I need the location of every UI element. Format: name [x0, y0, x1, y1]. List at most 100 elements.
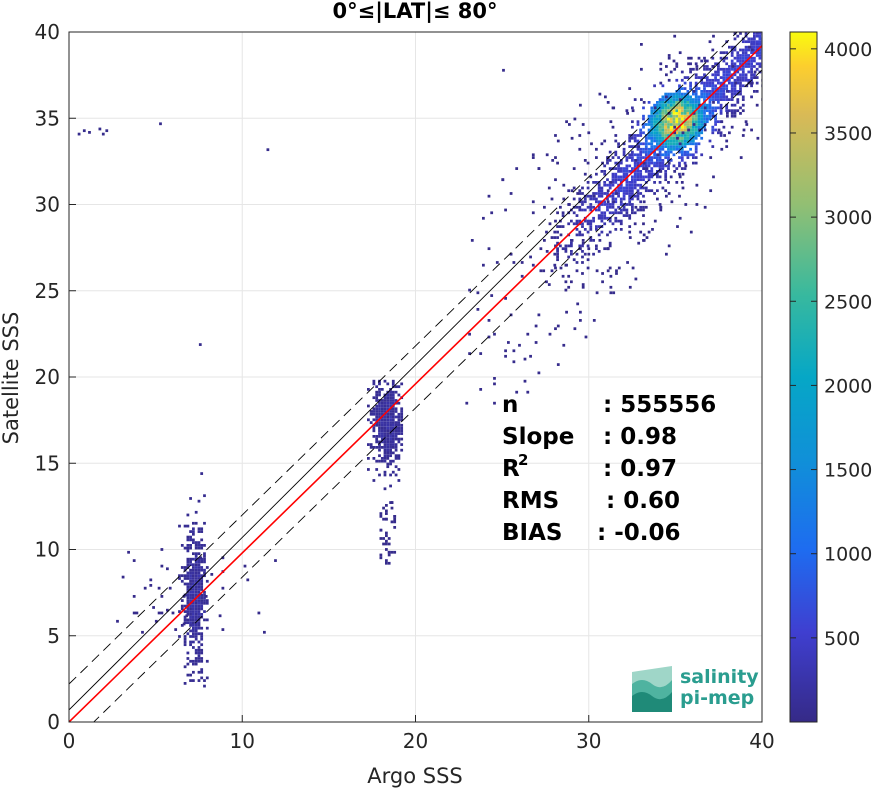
density-cell — [380, 459, 384, 463]
density-cell — [565, 120, 568, 124]
density-cell — [741, 67, 745, 71]
density-cell — [728, 109, 731, 113]
density-cell — [636, 189, 640, 193]
density-cell — [628, 156, 632, 159]
density-cell — [378, 421, 381, 424]
density-cell — [647, 156, 651, 159]
density-cell — [653, 103, 656, 107]
density-cell — [603, 172, 607, 176]
density-cell — [705, 109, 709, 113]
density-cell — [197, 577, 201, 580]
density-cell — [640, 98, 643, 101]
density-cell — [672, 164, 676, 168]
density-cell — [379, 537, 383, 540]
density-cell — [694, 161, 698, 165]
density-cell — [189, 607, 192, 611]
density-cell — [192, 596, 195, 600]
density-cell — [719, 76, 723, 79]
density-cell — [758, 65, 762, 68]
density-cell — [653, 147, 656, 151]
density-cell — [383, 379, 387, 383]
colorbar-tick-label: 2500 — [824, 291, 872, 313]
density-cell — [586, 230, 590, 234]
density-cell — [383, 401, 387, 405]
density-cell — [659, 62, 663, 66]
density-cell — [186, 601, 190, 605]
density-cell — [611, 203, 615, 206]
density-cell — [189, 613, 192, 616]
density-cell — [647, 175, 651, 179]
density-cell — [667, 120, 670, 124]
density-cell — [686, 112, 690, 115]
density-cell — [554, 219, 557, 223]
x-axis-label: Argo SSS — [367, 764, 462, 788]
density-cell — [390, 501, 394, 504]
density-cell — [644, 145, 648, 148]
density-cell — [389, 448, 392, 452]
density-cell — [683, 92, 687, 96]
density-cell — [719, 51, 723, 55]
density-cell — [378, 393, 381, 397]
density-cell — [567, 222, 571, 226]
density-cell — [692, 112, 696, 115]
density-cell — [739, 48, 742, 52]
density-cell — [705, 81, 709, 85]
density-cell — [592, 194, 596, 198]
density-cell — [753, 65, 756, 68]
density-cell — [753, 76, 757, 79]
density-cell — [639, 156, 643, 159]
density-cell — [705, 120, 709, 124]
density-cell — [583, 252, 587, 256]
density-cell — [672, 114, 676, 118]
density-cell — [608, 186, 612, 190]
density-cell — [694, 120, 698, 124]
density-cell — [194, 544, 198, 547]
density-cell — [391, 379, 395, 383]
density-cell — [650, 112, 654, 115]
density-cell — [192, 568, 195, 572]
density-cell — [194, 629, 198, 633]
y-tick-label: 10 — [35, 538, 60, 562]
density-cell — [378, 423, 381, 427]
density-cell — [389, 404, 392, 408]
density-cell — [667, 125, 670, 129]
density-cell — [697, 101, 701, 104]
density-cell — [686, 123, 690, 126]
density-cell — [700, 117, 704, 121]
density-cell — [672, 123, 676, 126]
density-cell — [733, 112, 737, 115]
density-cell — [197, 640, 201, 644]
density-cell — [669, 101, 673, 104]
density-cell — [597, 216, 601, 220]
density-cell — [711, 84, 715, 88]
density-cell — [383, 473, 387, 477]
density-cell — [703, 95, 706, 99]
density-cell — [697, 114, 701, 118]
density-cell — [614, 219, 618, 223]
density-cell — [631, 167, 634, 170]
density-cell — [194, 657, 198, 660]
density-cell — [692, 109, 695, 113]
density-cell — [647, 230, 651, 234]
density-cell — [723, 134, 726, 137]
density-cell — [375, 418, 379, 422]
density-cell — [518, 343, 521, 347]
density-cell — [650, 114, 654, 118]
density-cell — [203, 610, 206, 613]
density-cell — [608, 203, 612, 206]
density-cell — [186, 544, 190, 547]
density-cell — [658, 103, 662, 107]
density-cell — [661, 136, 665, 140]
density-cell — [192, 574, 195, 578]
density-cell — [744, 76, 748, 79]
density-cell — [189, 560, 192, 564]
density-cell — [667, 136, 670, 140]
density-cell — [611, 156, 615, 159]
density-cell — [703, 114, 706, 118]
density-cell — [556, 241, 559, 245]
density-cell — [719, 106, 723, 110]
density-cell — [683, 134, 687, 137]
density-cell — [642, 239, 646, 242]
density-cell — [683, 98, 687, 101]
density-cell — [192, 538, 195, 542]
